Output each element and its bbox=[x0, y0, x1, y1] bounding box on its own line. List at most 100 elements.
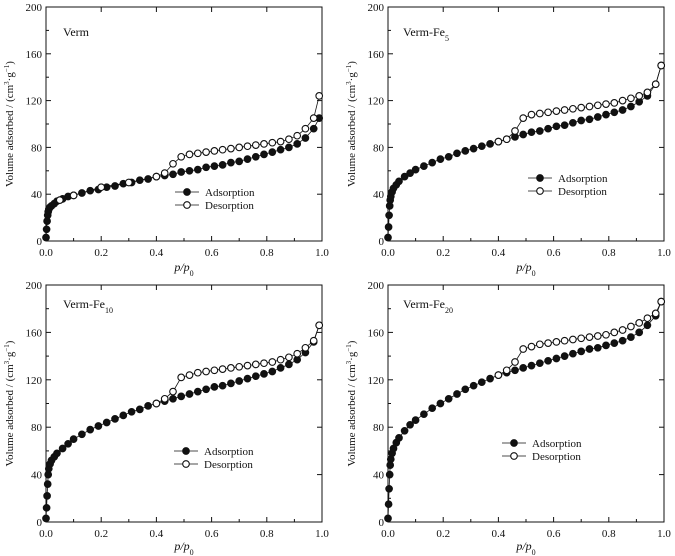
legend-label: Desorption bbox=[204, 459, 253, 471]
adsorption-point bbox=[285, 360, 293, 369]
adsorption-point bbox=[428, 158, 437, 167]
y-tick-label: 200 bbox=[368, 2, 385, 14]
adsorption-point bbox=[127, 407, 136, 416]
desorption-point bbox=[202, 148, 210, 156]
y-tick-label: 80 bbox=[373, 422, 385, 434]
desorption-point bbox=[602, 330, 610, 339]
legend-marker bbox=[182, 447, 190, 455]
adsorption-point bbox=[385, 470, 394, 479]
desorption-point bbox=[643, 88, 652, 97]
adsorption-point bbox=[461, 147, 470, 155]
adsorption-point bbox=[544, 124, 552, 133]
desorption-point bbox=[610, 99, 619, 107]
adsorption-point bbox=[406, 169, 414, 177]
y-tick-label: 160 bbox=[26, 327, 43, 339]
adsorption-point bbox=[111, 415, 119, 423]
series-adsorption bbox=[42, 321, 324, 523]
x-tick-label: 0.6 bbox=[205, 247, 219, 259]
adsorption-point bbox=[552, 354, 561, 363]
x-tick-label: 0.6 bbox=[547, 247, 561, 259]
y-tick-label: 0 bbox=[379, 517, 385, 529]
adsorption-point bbox=[444, 152, 453, 161]
desorption-point bbox=[218, 365, 227, 373]
adsorption-point bbox=[511, 366, 519, 375]
x-tick-label: 0.2 bbox=[94, 247, 108, 259]
y-tick-label: 0 bbox=[379, 236, 385, 248]
desorption-point bbox=[227, 144, 235, 153]
desorption-point bbox=[593, 101, 602, 110]
y-axis-label: Volume adsorbed / (cm3·g−1) bbox=[345, 340, 358, 466]
desorption-point bbox=[177, 152, 186, 161]
desorption-point bbox=[657, 61, 666, 70]
desorption-point bbox=[535, 109, 544, 118]
adsorption-point bbox=[577, 116, 586, 125]
adsorption-point bbox=[384, 233, 392, 242]
desorption-point bbox=[97, 183, 106, 192]
adsorption-point bbox=[519, 364, 528, 372]
y-axis-label: Volume adsorbed / (cm3·g−1) bbox=[345, 61, 358, 187]
adsorption-point bbox=[395, 177, 403, 186]
adsorption-point bbox=[593, 343, 602, 352]
desorption-point bbox=[152, 172, 161, 181]
desorption-point bbox=[560, 336, 569, 345]
desorption-point bbox=[152, 399, 161, 408]
legend-label: Desorption bbox=[532, 451, 581, 463]
desorption-point bbox=[309, 114, 318, 122]
adsorption-point bbox=[227, 379, 235, 388]
desorption-point bbox=[593, 332, 602, 340]
adsorption-point bbox=[119, 411, 128, 420]
x-tick-label: 0.6 bbox=[205, 528, 219, 540]
legend-marker bbox=[510, 439, 518, 447]
series-desorption bbox=[152, 321, 324, 408]
plot-frame bbox=[45, 284, 323, 523]
adsorption-point bbox=[260, 370, 268, 378]
adsorption-point bbox=[461, 385, 470, 394]
adsorption-point bbox=[610, 339, 619, 347]
x-axis-label: p/p0 bbox=[173, 539, 193, 556]
legend-marker bbox=[183, 201, 191, 209]
desorption-point bbox=[519, 114, 528, 122]
desorption-point bbox=[519, 345, 528, 353]
x-tick-label: 1.0 bbox=[315, 528, 329, 540]
y-axis-label: Volume adsorbed / (cm3·g−1) bbox=[3, 340, 16, 466]
adsorption-point bbox=[42, 233, 50, 242]
x-axis-label: p/p0 bbox=[515, 260, 535, 278]
adsorption-point bbox=[202, 163, 210, 172]
desorption-point bbox=[235, 143, 244, 152]
desorption-point bbox=[177, 373, 186, 382]
adsorption-point bbox=[43, 492, 51, 500]
adsorption-point bbox=[43, 480, 52, 488]
adsorption-point bbox=[618, 336, 627, 345]
desorption-point bbox=[218, 145, 227, 154]
adsorption-point bbox=[627, 102, 635, 111]
adsorption-point bbox=[251, 152, 260, 161]
x-tick-label: 0.2 bbox=[436, 528, 450, 540]
desorption-point bbox=[285, 353, 293, 362]
desorption-point bbox=[251, 360, 260, 369]
y-tick-label: 120 bbox=[368, 375, 385, 387]
desorption-point bbox=[227, 364, 235, 372]
adsorption-point bbox=[585, 115, 594, 124]
legend-label: Desorption bbox=[205, 200, 254, 212]
x-tick-label: 0.8 bbox=[602, 528, 616, 540]
desorption-point bbox=[544, 339, 552, 347]
desorption-point bbox=[293, 349, 302, 358]
legend-marker bbox=[183, 188, 191, 196]
desorption-point bbox=[651, 309, 660, 318]
adsorption-point bbox=[602, 110, 610, 119]
desorption-point bbox=[643, 314, 652, 323]
adsorption-point bbox=[384, 514, 392, 523]
series-adsorption bbox=[384, 61, 666, 242]
legend-label: Adsorption bbox=[205, 187, 255, 199]
adsorption-point bbox=[260, 150, 268, 159]
x-axis-label: p/p0 bbox=[515, 539, 535, 556]
panel-label: Verm-Fe20 bbox=[403, 297, 453, 315]
y-tick-label: 120 bbox=[26, 375, 43, 387]
adsorption-point bbox=[193, 387, 202, 396]
adsorption-point bbox=[235, 377, 244, 385]
adsorption-point bbox=[527, 128, 536, 137]
adsorption-point bbox=[635, 328, 644, 337]
adsorption-point bbox=[169, 170, 177, 179]
